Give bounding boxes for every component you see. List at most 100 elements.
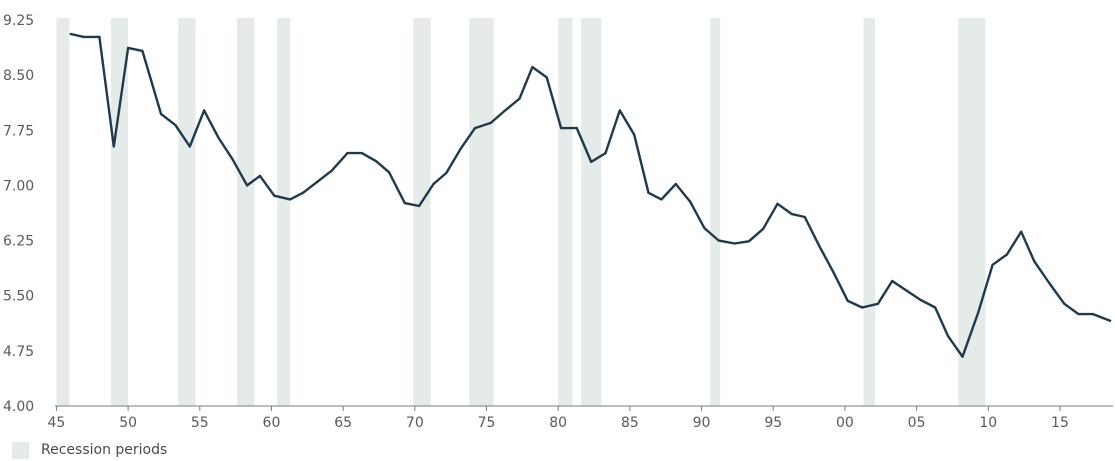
data-point — [432, 182, 435, 186]
data-point — [1048, 282, 1052, 286]
data-point — [141, 49, 144, 52]
data-point — [647, 191, 650, 194]
data-point — [733, 242, 736, 245]
data-point — [803, 215, 806, 219]
data-point — [459, 147, 462, 150]
y-tick-label: 5.50 — [3, 289, 34, 305]
data-point — [174, 124, 177, 127]
data-point — [69, 32, 72, 36]
data-point — [703, 226, 706, 230]
x-tick-label: 15 — [1051, 415, 1069, 431]
recession-band-9 — [710, 18, 721, 406]
y-tick-label: 7.00 — [3, 178, 34, 194]
data-point — [977, 311, 980, 314]
data-point — [258, 174, 262, 177]
x-tick-label: 65 — [334, 415, 352, 431]
series-layer — [69, 32, 1112, 358]
x-tick-label: 55 — [191, 415, 209, 431]
data-point — [891, 279, 894, 283]
data-point — [1063, 302, 1066, 305]
data-point — [633, 133, 636, 136]
data-point — [531, 65, 534, 69]
data-point — [346, 151, 349, 155]
x-tick-label: 90 — [693, 415, 711, 431]
data-point — [1033, 260, 1036, 263]
recession-band-8 — [581, 18, 602, 406]
recession-bands — [56, 18, 986, 406]
recession-band-4 — [277, 18, 291, 406]
x-tick-label: 70 — [406, 415, 424, 431]
data-point — [289, 198, 292, 201]
data-point — [504, 109, 507, 112]
data-point — [717, 239, 720, 242]
data-point — [934, 306, 937, 309]
legend-swatch — [12, 441, 29, 459]
data-point — [618, 109, 621, 112]
data-point — [991, 263, 994, 266]
data-point — [375, 160, 378, 163]
data-point — [876, 302, 879, 305]
data-point — [747, 240, 750, 243]
x-tick-label: 80 — [549, 415, 567, 431]
x-tick-label: 50 — [119, 415, 137, 431]
x-tick-label: 05 — [908, 415, 926, 431]
data-point — [961, 355, 964, 358]
recession-band-11 — [958, 18, 986, 406]
data-point — [82, 35, 85, 39]
recession-band-1 — [110, 18, 129, 406]
data-point — [674, 182, 677, 186]
data-point — [246, 184, 249, 187]
y-axis: 4.00 4.75 5.50 6.25 7.00 7.75 8.50 9.25 — [3, 13, 34, 415]
y-tick-label: 9.25 — [3, 13, 34, 29]
x-tick-label: 75 — [478, 415, 496, 431]
x-tick-label: 45 — [48, 415, 66, 431]
data-point — [559, 126, 563, 130]
data-point — [846, 299, 849, 302]
recession-band-5 — [413, 18, 431, 406]
data-point — [604, 151, 607, 155]
data-point — [1077, 312, 1080, 316]
x-tick-label: 85 — [621, 415, 639, 431]
x-tick-label: 00 — [836, 415, 854, 431]
data-point — [1005, 253, 1009, 256]
data-point — [1091, 312, 1095, 316]
data-point — [545, 76, 548, 79]
data-point — [905, 289, 908, 292]
data-point — [776, 202, 779, 205]
data-point — [360, 151, 363, 155]
y-tick-label: 7.75 — [3, 123, 34, 139]
data-point — [403, 201, 406, 205]
data-point — [202, 109, 206, 112]
y-tick-label: 4.75 — [3, 344, 34, 360]
x-axis: 45 50 55 60 65 70 75 80 85 90 95 00 05 10 15 — [48, 405, 1113, 431]
data-point — [790, 213, 793, 216]
data-point — [832, 271, 835, 274]
data-point — [112, 145, 115, 148]
data-point — [1109, 319, 1112, 322]
recession-band-2 — [178, 18, 196, 406]
recession-band-0 — [56, 18, 70, 406]
data-point — [590, 160, 593, 164]
recession-band-7 — [558, 18, 573, 406]
legend: Recession periods — [12, 440, 167, 460]
data-point — [489, 121, 492, 125]
data-point — [127, 46, 130, 50]
y-tick-label: 4.00 — [3, 399, 34, 415]
data-point — [217, 136, 220, 139]
data-point — [947, 335, 950, 338]
data-point — [98, 35, 101, 39]
x-tick-label: 60 — [263, 415, 281, 431]
data-point — [387, 171, 391, 174]
x-tick-label: 95 — [764, 415, 782, 431]
data-point — [159, 113, 163, 116]
data-point — [273, 194, 276, 197]
data-point — [518, 97, 521, 100]
data-point — [418, 204, 421, 208]
data-point — [861, 306, 864, 309]
data-point — [473, 126, 477, 130]
x-tick-label: 10 — [979, 415, 997, 431]
data-point — [688, 200, 692, 203]
data-point — [575, 126, 578, 130]
data-point — [1020, 230, 1023, 233]
